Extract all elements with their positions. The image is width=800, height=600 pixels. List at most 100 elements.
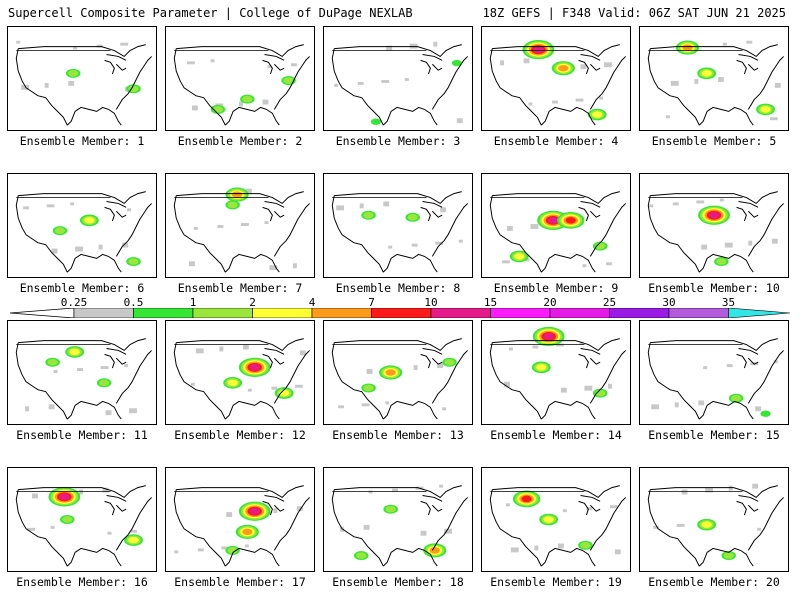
scp-contour <box>98 379 110 387</box>
ensemble-member-label: Ensemble Member: 14 <box>490 428 622 442</box>
ensemble-member-map <box>7 320 157 425</box>
conus-map <box>173 485 310 567</box>
scp-contour <box>242 528 253 536</box>
ensemble-member-label: Ensemble Member: 20 <box>648 575 780 589</box>
low-scp-area <box>366 369 373 374</box>
map-boundary <box>331 338 468 420</box>
low-scp-area <box>552 100 558 104</box>
low-scp-area <box>672 202 679 206</box>
colorbar-segment <box>311 308 372 318</box>
scp-contour <box>249 364 260 371</box>
low-scp-area <box>575 98 584 102</box>
low-scp-area <box>195 348 204 354</box>
ensemble-member-label: Ensemble Member: 2 <box>177 134 303 148</box>
low-scp-area <box>193 226 198 230</box>
low-scp-area <box>433 41 438 47</box>
conus-map <box>15 338 152 420</box>
scp-contour <box>730 395 742 402</box>
map-boundary <box>15 485 152 567</box>
scp-contour <box>69 348 80 356</box>
low-scp-area <box>53 370 58 373</box>
conus-map <box>331 191 468 273</box>
low-scp-area <box>504 381 510 387</box>
ensemble-member-map <box>639 467 789 572</box>
conus-map <box>173 338 310 420</box>
colorbar-tick-label: 1 <box>189 296 197 309</box>
ensemble-member-map <box>323 173 473 278</box>
scp-contour <box>536 364 547 371</box>
scp-contour <box>451 59 462 67</box>
scp-contour <box>533 46 544 53</box>
map-boundary <box>578 494 601 516</box>
ensemble-member-map <box>323 467 473 572</box>
map-boundary <box>578 347 601 369</box>
colorbar-segment <box>73 308 134 318</box>
scp-contour <box>716 258 727 265</box>
scp-contour <box>279 389 290 397</box>
low-scp-area <box>722 42 727 46</box>
low-scp-area <box>357 81 364 85</box>
low-scp-area <box>653 525 660 529</box>
low-scp-area <box>100 366 109 370</box>
map-boundary <box>331 44 468 126</box>
low-scp-area <box>16 40 21 44</box>
low-scp-area <box>239 101 243 107</box>
low-scp-area <box>120 42 129 46</box>
low-scp-area <box>131 529 137 533</box>
colorbar-right-arrow <box>728 308 791 318</box>
scp-contour <box>283 77 294 84</box>
scp-contour <box>68 70 79 77</box>
ensemble-member-map <box>165 173 315 278</box>
low-scp-area <box>505 503 510 507</box>
map-boundary <box>104 200 127 222</box>
ensemble-member-label: Ensemble Member: 1 <box>19 134 145 148</box>
map-boundary <box>15 44 152 126</box>
low-scp-area <box>746 40 753 44</box>
ensemble-member-map <box>7 173 157 278</box>
low-scp-area <box>48 404 55 410</box>
low-scp-area <box>757 527 762 531</box>
colorbar-segment <box>609 308 670 318</box>
map-boundary <box>489 191 626 273</box>
conus-map <box>647 483 784 567</box>
low-scp-area <box>386 45 393 51</box>
scp-contour <box>54 227 66 234</box>
low-scp-area <box>27 527 35 531</box>
ensemble-member-map <box>7 467 157 572</box>
ensemble-member-label: Ensemble Member: 4 <box>493 134 619 148</box>
low-scp-area <box>773 360 778 364</box>
low-scp-area <box>500 60 505 66</box>
low-scp-area <box>614 549 621 555</box>
low-scp-area <box>75 246 83 252</box>
low-scp-area <box>264 221 269 225</box>
conus-map <box>489 326 626 420</box>
low-scp-area <box>190 382 195 386</box>
low-scp-area <box>701 244 708 250</box>
conus-map <box>489 191 626 273</box>
colorbar-tick-label: 20 <box>543 296 557 309</box>
low-scp-area <box>240 223 249 226</box>
colorbar-tick-label: 0.25 <box>60 296 88 309</box>
map-boundary <box>262 494 285 516</box>
low-scp-area <box>413 365 418 371</box>
scp-contour <box>212 106 224 113</box>
map-boundary <box>262 200 285 222</box>
low-scp-area <box>174 550 179 554</box>
map-boundary <box>173 44 310 126</box>
low-scp-area <box>719 198 724 202</box>
map-boundary <box>736 53 759 75</box>
low-scp-area <box>523 58 530 64</box>
low-scp-area <box>23 206 30 210</box>
colorbar-tick-label: 0.5 <box>123 296 144 309</box>
scp-contour <box>363 211 374 219</box>
low-scp-area <box>292 263 297 269</box>
low-scp-area <box>392 488 398 492</box>
ensemble-member-map <box>639 26 789 131</box>
colorbar-scale <box>9 308 791 318</box>
low-scp-area <box>124 364 129 368</box>
low-scp-area <box>435 241 444 245</box>
scp-contour <box>47 358 58 366</box>
map-boundary <box>736 200 759 222</box>
low-scp-area <box>528 102 533 106</box>
colorbar-tick-label: 7 <box>368 296 375 309</box>
